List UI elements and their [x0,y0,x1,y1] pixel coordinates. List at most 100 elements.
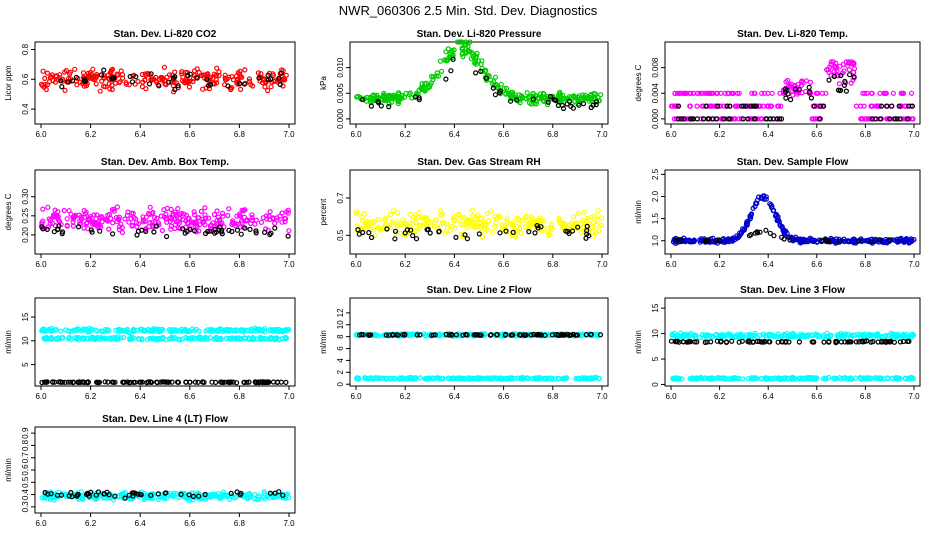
data-point [85,379,91,385]
data-point [722,90,728,96]
data-point [153,223,159,229]
y-tick-label: 2.5 [651,168,660,180]
data-point [136,336,142,342]
data-point [523,213,529,219]
data-point [265,77,272,83]
data-point [444,225,450,231]
data-point [741,103,747,109]
data-point [702,332,708,338]
data-point [109,231,116,237]
data-point [247,492,253,499]
data-point [96,219,102,225]
data-point [101,67,107,73]
data-point [202,491,208,498]
data-point [745,376,751,382]
data-point [249,336,255,343]
data-point [571,93,577,99]
data-point [739,338,745,344]
x-tick-label: 7.0 [908,260,920,269]
data-point [81,83,87,89]
data-point [906,338,912,344]
data-point [191,219,197,225]
data-point [159,494,165,500]
data-point [272,220,278,226]
data-point [700,116,707,122]
data-point [738,331,744,337]
data-point [878,103,885,109]
data-point [102,379,108,385]
x-tick-label: 6.8 [234,260,246,269]
data-point [226,206,232,212]
data-point [814,375,820,381]
data-point [268,230,274,236]
x-tick-label: 6.0 [35,392,47,401]
data-point [509,232,515,238]
data-point [754,200,760,206]
y-tick-label: 0.3 [21,501,30,513]
data-point [774,217,780,224]
data-point [831,375,837,381]
data-point [528,332,534,338]
data-point [752,116,758,122]
data-point [450,56,456,62]
data-point [787,96,794,103]
data-point [172,69,178,75]
data-point [597,332,604,338]
data-point [252,379,258,385]
data-point [772,213,779,219]
data-point [868,90,875,96]
data-point [90,66,96,72]
data-point [121,334,127,341]
data-point [836,81,843,87]
data-point [38,81,45,87]
data-point [51,229,57,235]
data-point [215,336,221,342]
data-point [116,80,122,86]
y-tick-label: 0.000 [651,108,660,129]
data-point [234,489,240,495]
x-tick-label: 6.2 [85,519,97,528]
data-point [168,226,174,232]
data-point [134,224,140,230]
data-point [93,81,99,87]
data-point [141,327,147,333]
data-point [170,75,176,81]
data-point [470,52,476,58]
data-point [186,328,192,334]
data-point [674,90,681,96]
y-tick-label: 5 [651,356,660,361]
data-point [213,379,219,385]
data-point [241,81,247,87]
data-point [48,491,54,497]
data-point [402,331,408,337]
data-point [858,376,864,382]
data-point [426,375,432,382]
data-point [883,90,889,96]
data-point [443,331,449,337]
data-point [81,336,87,342]
data-point [61,207,67,214]
data-point [433,217,439,223]
data-point [569,228,576,234]
data-point [463,42,469,48]
data-point [383,215,389,221]
data-point [491,224,497,230]
data-point [158,213,164,219]
data-point [246,78,252,85]
points-group [668,59,916,122]
data-point [876,103,882,109]
data-point [773,375,779,381]
data-point [845,331,852,338]
y-tick-label: 0.6 [21,464,30,476]
data-point [45,204,51,210]
data-point [869,332,875,338]
data-point [108,215,114,222]
y-tick-label: 0.005 [336,83,345,104]
data-point [45,491,51,497]
data-point [367,94,373,101]
data-point [145,210,152,217]
data-point [370,376,376,382]
panel-title: Stan. Dev. Gas Stream RH [417,157,540,168]
data-point [359,214,365,220]
data-point [274,217,280,223]
